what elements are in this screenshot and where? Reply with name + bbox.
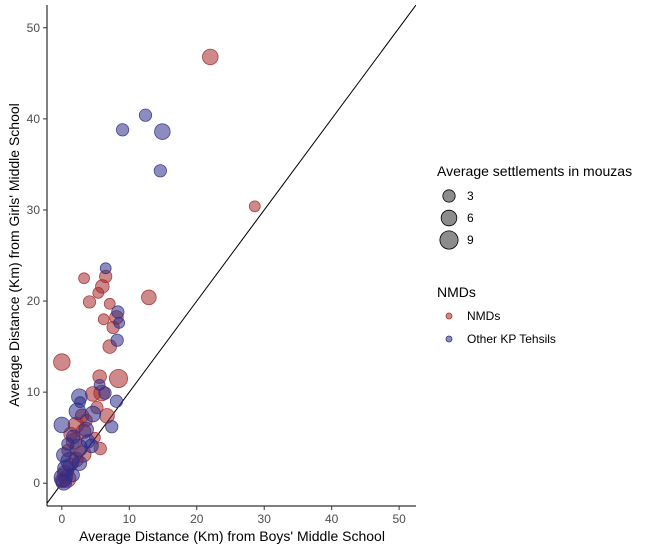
- y-tick-label: 40: [27, 112, 41, 126]
- data-point-other-kp: [53, 416, 71, 434]
- data-point-other-kp: [138, 108, 153, 122]
- data-point-other-kp: [84, 438, 99, 454]
- data-point-other-kp: [61, 437, 75, 451]
- y-tick-label: 10: [27, 385, 41, 399]
- x-axis-title: Average Distance (Km) from Boys' Middle …: [79, 528, 385, 544]
- color-legend: NMDs NMDs Other KP Tehsils: [437, 284, 556, 346]
- data-point-nmds: [103, 297, 116, 310]
- x-tick-label: 40: [325, 512, 339, 526]
- data-point-nmds: [109, 368, 129, 388]
- data-point-other-kp: [105, 420, 119, 434]
- data-point-nmds: [248, 200, 261, 213]
- size-legend-key: [439, 230, 459, 250]
- data-point-other-kp: [154, 123, 171, 140]
- x-tick-label: 50: [392, 512, 406, 526]
- data-point-other-kp: [84, 405, 102, 423]
- data-point-nmds: [141, 289, 157, 306]
- data-point-nmds: [53, 353, 71, 371]
- y-axis-title: Average Distance (Km) from Girls' Middle…: [6, 103, 22, 407]
- size-legend-key: [440, 209, 458, 227]
- color-legend-title: NMDs: [437, 284, 476, 300]
- data-point-nmds: [92, 286, 105, 299]
- color-legend-key: [445, 335, 453, 343]
- size-legend-title: Average settlements in mouzas: [437, 163, 632, 179]
- y-tick-label: 20: [27, 294, 41, 308]
- plot-area: [47, 5, 416, 504]
- size-legend-label: 6: [467, 211, 474, 225]
- reference-line: [47, 5, 416, 504]
- x-tick-label: 30: [258, 512, 272, 526]
- axes: 0 10 20 30 40 50 0 10 20 30 40 50: [27, 5, 416, 526]
- data-point-other-kp: [111, 305, 125, 319]
- data-point-nmds: [78, 272, 90, 285]
- size-legend-label: 3: [467, 189, 474, 203]
- data-point-other-kp: [109, 394, 124, 408]
- x-tick-label: 20: [190, 512, 204, 526]
- data-point-other-kp: [74, 396, 86, 409]
- data-point-nmds: [82, 295, 97, 309]
- size-legend: Average settlements in mouzas 3 6 9: [437, 163, 632, 250]
- data-point-other-kp: [115, 123, 130, 137]
- data-point-other-kp: [93, 378, 106, 391]
- data-point-other-kp: [153, 164, 167, 178]
- size-legend-label: 9: [467, 233, 474, 247]
- color-legend-key: [445, 312, 453, 320]
- data-point-other-kp: [110, 333, 124, 347]
- x-tick-label: 10: [123, 512, 137, 526]
- data-point-nmds: [202, 48, 219, 66]
- data-point-other-kp: [99, 262, 112, 275]
- data-point-other-kp: [65, 467, 80, 483]
- color-legend-label: Other KP Tehsils: [467, 332, 556, 346]
- y-tick-label: 0: [33, 476, 40, 490]
- y-tick-label: 50: [27, 21, 41, 35]
- color-legend-label: NMDs: [467, 309, 500, 323]
- data-point-other-kp: [71, 455, 88, 471]
- data-point-nmds: [97, 313, 110, 326]
- size-legend-key: [442, 189, 456, 203]
- x-tick-label: 0: [58, 512, 65, 526]
- y-tick-label: 30: [27, 203, 41, 217]
- data-point-other-kp: [113, 317, 126, 329]
